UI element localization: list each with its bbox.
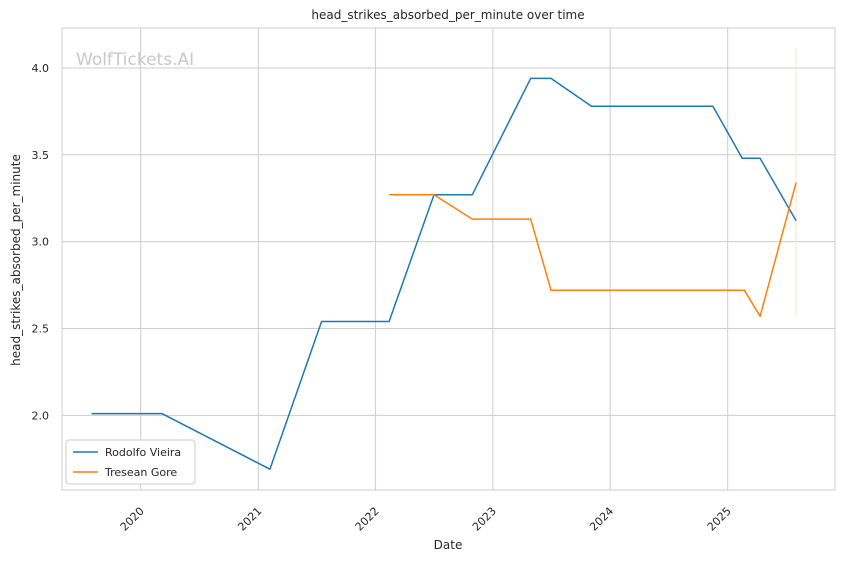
x-axis-ticks: 2020 2021 2022 2023 2024 2025 <box>118 505 734 534</box>
y-tick-label: 3.0 <box>32 236 50 249</box>
x-tick-label: 2021 <box>235 505 264 534</box>
legend-label: Tresean Gore <box>104 466 177 479</box>
legend-box <box>65 439 196 485</box>
plot-area <box>61 27 836 491</box>
legend-label: Rodolfo Vieira <box>105 446 181 459</box>
x-tick-label: 2020 <box>118 505 147 534</box>
legend: Rodolfo Vieira Tresean Gore <box>65 439 196 485</box>
x-tick-label: 2025 <box>705 505 734 534</box>
x-tick-label: 2022 <box>353 505 382 534</box>
y-tick-label: 2.5 <box>32 322 50 335</box>
series-line-tresean-gore <box>389 182 797 318</box>
grid <box>62 28 835 490</box>
series-lines <box>91 77 797 470</box>
x-tick-label: 2023 <box>470 505 499 534</box>
chart-title: head_strikes_absorbed_per_minute over ti… <box>311 8 584 22</box>
y-tick-label: 3.5 <box>32 149 50 162</box>
x-axis-label: Date <box>434 538 463 552</box>
series-line-rodolfo-vieira <box>91 77 797 470</box>
y-tick-label: 2.0 <box>32 409 50 422</box>
x-tick-label: 2024 <box>587 505 616 534</box>
y-axis-label: head_strikes_absorbed_per_minute <box>9 154 23 366</box>
y-axis-ticks: 2.0 2.5 3.0 3.5 4.0 <box>32 62 50 422</box>
watermark: WolfTickets.AI <box>76 50 194 70</box>
y-tick-label: 4.0 <box>32 62 50 75</box>
